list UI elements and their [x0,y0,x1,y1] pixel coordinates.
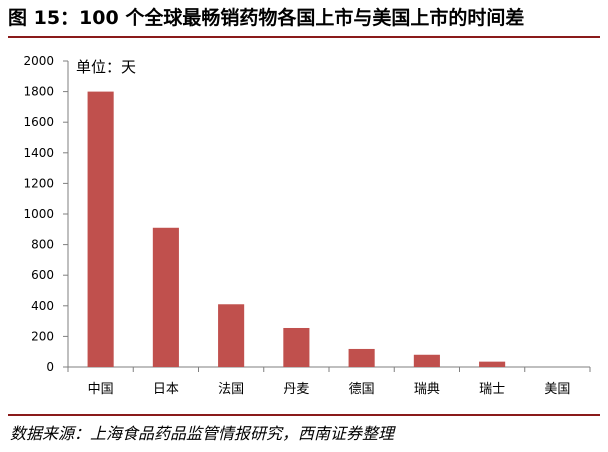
title-divider [8,36,600,38]
y-tick-label: 1600 [23,115,54,129]
y-tick-label: 600 [31,268,54,282]
y-tick-label: 1800 [23,85,54,99]
bars [87,91,506,367]
bar [348,348,375,367]
bar [218,304,245,367]
x-tick-label: 瑞士 [479,382,505,397]
y-tick-label: 800 [31,238,54,252]
x-tick-label: 瑞典 [414,382,440,397]
y-tick-label: 1200 [23,176,54,190]
y-tick-label: 400 [31,299,54,313]
y-tick-label: 0 [46,360,54,374]
x-tick-label: 美国 [544,382,570,397]
x-axis: 中国 日本 法国 丹麦 德国 瑞典 瑞士 美国 [67,366,591,397]
bar [479,361,506,367]
x-tick-label: 丹麦 [283,382,309,397]
y-axis: 0 200 400 600 800 1000 1200 1400 1600 1800 2000 [23,54,69,374]
bar [283,327,310,367]
bar-chart: 0 200 400 600 800 1000 1200 1400 1600 1800 2000 中国… [23,54,591,397]
figure-title: 图 15：100 个全球最畅销药物各国上市与美国上市的时间差 [8,7,525,29]
source-note: 数据来源：上海食品药品监管情报研究，西南证券整理 [10,424,395,443]
y-tick-label: 2000 [23,54,54,68]
chart-area: 0 200 400 600 800 1000 1200 1400 1600 1800 2000 中国… [0,40,608,410]
unit-label: 单位：天 [76,58,136,76]
bar [413,354,440,367]
x-tick-label: 法国 [218,382,244,397]
x-tick-label: 中国 [88,382,114,397]
y-tick-label: 200 [31,329,54,343]
bar [152,227,179,367]
bar [87,91,114,367]
x-tick-label: 日本 [153,382,179,397]
x-tick-label: 德国 [349,382,375,397]
source-divider [8,414,600,416]
y-tick-label: 1000 [23,207,54,221]
y-tick-label: 1400 [23,146,54,160]
